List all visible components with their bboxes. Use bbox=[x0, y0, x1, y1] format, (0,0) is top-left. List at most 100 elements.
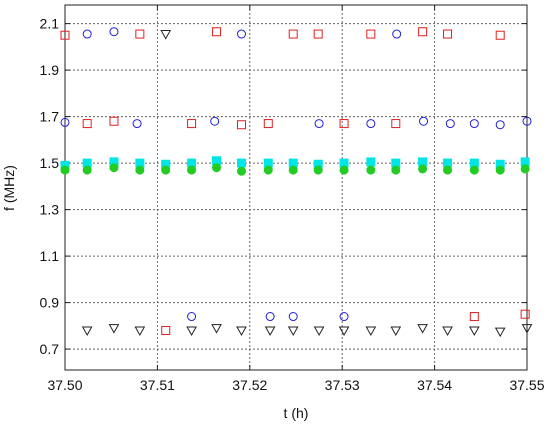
x-tick-label: 37.55 bbox=[509, 377, 544, 393]
data-point-square-open bbox=[82, 119, 92, 129]
data-point-circle-filled bbox=[443, 165, 453, 175]
data-point-circle-filled bbox=[288, 165, 298, 175]
data-point-square-open bbox=[288, 29, 298, 39]
data-point-triangle-down-open bbox=[264, 326, 276, 336]
data-point-square-open bbox=[495, 30, 505, 40]
data-point-square-open bbox=[366, 29, 376, 39]
data-point-triangle-down-open bbox=[494, 327, 506, 338]
data-point-circle-filled bbox=[339, 165, 349, 175]
data-point-triangle-down-open bbox=[365, 326, 377, 336]
data-point-circle-open bbox=[392, 29, 402, 39]
y-tick-label: 1.9 bbox=[40, 62, 60, 78]
grid bbox=[65, 5, 527, 370]
data-point-circle-filled bbox=[495, 165, 505, 175]
y-tick-labels: 0.7 0.9 1.1 1.3 1.5 1.7 1.9 2.1 bbox=[40, 16, 60, 357]
data-point-circle-filled bbox=[161, 165, 171, 175]
data-point-triangle-down-open bbox=[287, 326, 299, 336]
data-point-triangle-down-open bbox=[417, 324, 428, 334]
data-point-square-open bbox=[212, 27, 222, 37]
data-point-circle-filled bbox=[187, 165, 197, 175]
data-point-triangle-down-open bbox=[134, 326, 146, 336]
data-point-triangle-down-open bbox=[521, 324, 533, 334]
x-tick-label: 37.54 bbox=[417, 377, 452, 393]
data-point-circle-filled bbox=[391, 165, 401, 175]
data-point-triangle-down-open bbox=[160, 30, 172, 40]
data-point-circle-filled bbox=[60, 165, 70, 175]
data-point-square-open bbox=[236, 120, 246, 130]
x-tick-label: 37.52 bbox=[232, 377, 267, 393]
data-point-triangle-down-open bbox=[211, 324, 222, 334]
data-point-triangle-down-open bbox=[108, 324, 120, 334]
data-point-square-open bbox=[187, 119, 197, 129]
data-point-square-open bbox=[161, 325, 171, 335]
data-point-triangle-down-open bbox=[390, 326, 402, 336]
y-axis-label: f (MHz) bbox=[1, 165, 17, 211]
data-point-circle-filled bbox=[109, 163, 119, 173]
x-tick-label: 37.51 bbox=[140, 377, 175, 393]
data-point-circle-filled bbox=[212, 163, 222, 173]
data-point-triangle-down-open bbox=[468, 326, 480, 336]
y-tick-label: 0.9 bbox=[40, 295, 60, 311]
data-point-square-open bbox=[263, 119, 273, 129]
data-point-circle-open bbox=[495, 120, 505, 130]
data-point-square-open bbox=[520, 309, 530, 319]
y-tick-label: 0.7 bbox=[40, 341, 60, 357]
data-point-circle-filled bbox=[520, 164, 530, 174]
data-point-circle-open bbox=[366, 119, 376, 129]
data-point-circle-open bbox=[60, 117, 70, 127]
data-point-square-filled bbox=[366, 157, 376, 167]
data-point-circle-open bbox=[522, 116, 532, 126]
data-point-square-filled bbox=[236, 158, 246, 168]
data-point-square-open bbox=[135, 29, 145, 39]
data-point-circle-filled bbox=[236, 166, 246, 176]
data-point-circle-open bbox=[339, 312, 349, 322]
data-point-circle-open bbox=[132, 119, 142, 129]
data-points bbox=[60, 27, 533, 338]
series-circle-filled bbox=[60, 163, 530, 176]
data-point-circle-filled bbox=[313, 165, 323, 175]
series-triangle-down-open bbox=[81, 30, 533, 338]
data-point-circle-filled bbox=[366, 165, 376, 175]
data-point-triangle-down-open bbox=[81, 326, 93, 336]
data-point-triangle-down-open bbox=[313, 326, 325, 336]
series-circle-open bbox=[60, 27, 532, 322]
data-point-circle-open bbox=[187, 312, 197, 322]
data-point-triangle-down-open bbox=[236, 326, 247, 336]
data-point-square-open bbox=[60, 30, 70, 40]
y-tick-label: 1.3 bbox=[40, 202, 60, 218]
data-point-circle-open bbox=[288, 312, 298, 322]
series-square-filled bbox=[60, 156, 530, 170]
data-point-circle-open bbox=[236, 29, 246, 39]
data-point-triangle-down-open bbox=[186, 326, 197, 336]
data-point-circle-filled bbox=[135, 165, 145, 175]
x-tick-labels: 37.50 37.51 37.52 37.53 37.54 37.55 bbox=[47, 377, 544, 393]
y-tick-label: 1.1 bbox=[40, 248, 60, 264]
x-tick-label: 37.53 bbox=[325, 377, 360, 393]
data-point-circle-open bbox=[109, 27, 119, 37]
data-point-triangle-down-open bbox=[442, 326, 453, 336]
data-point-circle-filled bbox=[418, 164, 428, 174]
data-point-square-open bbox=[418, 27, 428, 37]
axis-ticks bbox=[64, 5, 528, 370]
y-tick-label: 2.1 bbox=[40, 16, 60, 32]
series-square-open bbox=[60, 27, 530, 335]
data-point-circle-open bbox=[445, 119, 455, 129]
x-tick-label: 37.50 bbox=[47, 377, 82, 393]
data-point-triangle-down-open bbox=[338, 326, 350, 336]
data-point-circle-open bbox=[210, 116, 220, 126]
data-point-circle-filled bbox=[82, 165, 92, 175]
data-point-circle-open bbox=[82, 29, 92, 39]
data-point-square-open bbox=[391, 119, 401, 129]
data-point-circle-open bbox=[314, 119, 324, 129]
data-point-square-open bbox=[469, 312, 479, 322]
data-point-square-open bbox=[443, 29, 453, 39]
data-point-square-open bbox=[109, 116, 119, 126]
data-point-circle-filled bbox=[469, 165, 479, 175]
plot-frame bbox=[64, 4, 528, 371]
x-axis-label: t (h) bbox=[284, 405, 309, 421]
data-point-circle-filled bbox=[263, 165, 273, 175]
data-point-circle-open bbox=[265, 312, 275, 322]
data-point-square-open bbox=[339, 119, 349, 129]
data-point-circle-open bbox=[469, 119, 479, 129]
